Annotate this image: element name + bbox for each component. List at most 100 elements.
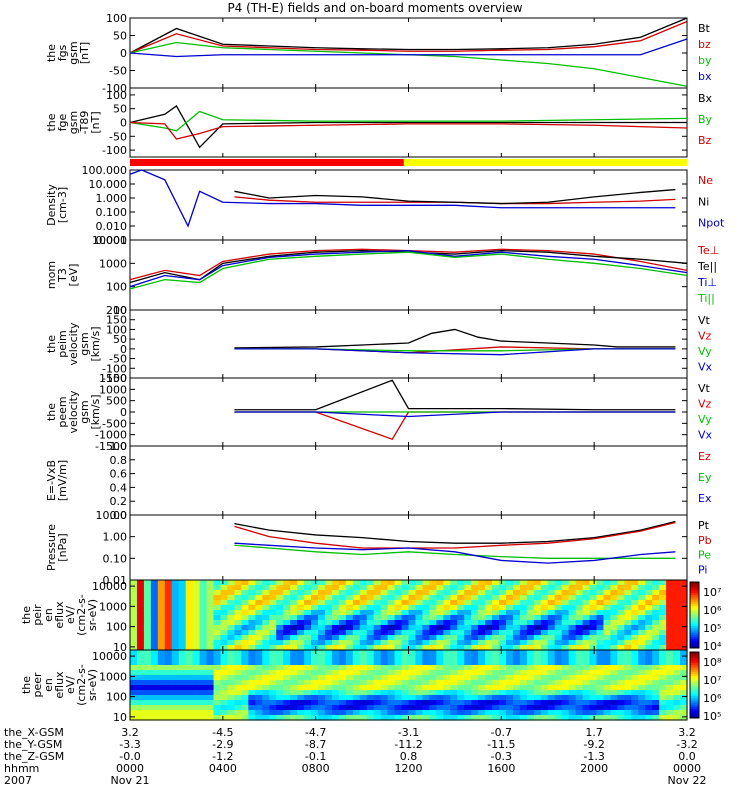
spectrogram-cell bbox=[526, 660, 535, 666]
spectrogram-cell bbox=[248, 600, 256, 606]
spectrogram-cell bbox=[624, 640, 632, 646]
spectrogram-cell bbox=[164, 625, 173, 631]
y-axis-label-line: eflux bbox=[53, 671, 66, 699]
spectrogram-cell bbox=[499, 710, 507, 716]
spectrogram-cell bbox=[422, 705, 430, 711]
spectrogram-cell bbox=[317, 595, 326, 601]
spectrogram-cell bbox=[248, 670, 256, 676]
spectrogram-cell bbox=[666, 605, 674, 611]
spectrogram-cell bbox=[248, 645, 256, 651]
spectrogram-cell bbox=[638, 595, 646, 601]
spectrogram-cell bbox=[255, 625, 263, 631]
spectrogram-cell bbox=[331, 640, 340, 646]
spectrogram-cell bbox=[617, 585, 625, 591]
colorbar-cell bbox=[690, 582, 699, 585]
spectrogram-cell bbox=[380, 580, 389, 586]
y-tick-label: 0 bbox=[120, 406, 127, 419]
spectrogram-cell bbox=[157, 580, 166, 586]
spectrogram-cell bbox=[373, 665, 382, 671]
spectrogram-cell bbox=[589, 655, 598, 661]
spectrogram-cell bbox=[589, 630, 598, 636]
spectrogram-cell bbox=[164, 635, 173, 641]
spectrogram-cell bbox=[429, 680, 437, 686]
spectrogram-cell bbox=[248, 695, 256, 701]
spectrogram-cell bbox=[526, 675, 535, 681]
spectrogram-cell bbox=[666, 700, 674, 706]
spectrogram-cell bbox=[311, 640, 319, 646]
spectrogram-cell bbox=[408, 665, 417, 671]
x-axis-value: -3.2 bbox=[676, 738, 697, 751]
legend-entry: Bz bbox=[698, 134, 712, 147]
spectrogram-cell bbox=[297, 625, 305, 631]
colorbar-cell bbox=[690, 617, 699, 620]
spectrogram-cell bbox=[206, 595, 215, 601]
spectrogram-cell bbox=[645, 655, 653, 661]
spectrogram-cell bbox=[157, 645, 166, 651]
spectrogram-cell bbox=[526, 715, 535, 721]
spectrogram-cell bbox=[596, 700, 605, 706]
colorbar-cell bbox=[690, 656, 699, 660]
spectrogram-cell bbox=[157, 610, 166, 616]
spectrogram-cell bbox=[415, 690, 424, 696]
spectrogram-cell bbox=[338, 645, 347, 651]
spectrogram-cell bbox=[624, 690, 632, 696]
spectrogram-cell bbox=[136, 610, 145, 616]
spectrogram-cell bbox=[324, 690, 333, 696]
spectrogram-cell bbox=[624, 715, 632, 721]
spectrogram-cell bbox=[568, 630, 577, 636]
spectrogram-cell bbox=[352, 690, 361, 696]
legend-entry: Te⊥ bbox=[697, 244, 719, 257]
spectrogram-cell bbox=[512, 680, 521, 686]
colorbar-cell bbox=[690, 707, 699, 710]
spectrogram-cell bbox=[603, 700, 612, 706]
spectrogram-cell bbox=[366, 635, 375, 641]
spectrogram-cell bbox=[666, 615, 674, 621]
spectrogram-cell bbox=[645, 705, 653, 711]
spectrogram-cell bbox=[464, 585, 472, 591]
spectrogram-cell bbox=[345, 640, 354, 646]
spectrogram-cell bbox=[359, 695, 368, 701]
y-axis-label: E=-VxB[mV/m] bbox=[45, 460, 69, 501]
spectrogram-cell bbox=[150, 610, 159, 616]
spectrogram-cell bbox=[603, 660, 612, 666]
spectrogram-cell bbox=[401, 620, 410, 626]
spectrogram-cell bbox=[213, 670, 222, 676]
spectrogram-cell bbox=[185, 625, 194, 631]
spectrogram-cell bbox=[492, 680, 500, 686]
spectrogram-cell bbox=[617, 655, 625, 661]
spectrogram-cell bbox=[359, 650, 368, 656]
spectrogram-cell bbox=[206, 610, 215, 616]
spectrogram-cell bbox=[192, 695, 201, 701]
spectrogram-cell bbox=[359, 665, 368, 671]
panel-6: E=-VxB[mV/m] bbox=[45, 445, 688, 516]
spectrogram-cell bbox=[450, 585, 458, 591]
spectrogram-cell bbox=[317, 600, 326, 606]
spectrogram-cell bbox=[387, 670, 396, 676]
spectrogram-cell bbox=[331, 665, 340, 671]
spectrogram-cell bbox=[624, 600, 632, 606]
spectrogram-cell bbox=[443, 605, 451, 611]
spectrogram-cell bbox=[422, 630, 430, 636]
spectrogram-cell bbox=[213, 675, 222, 681]
y-tick-label: 200 bbox=[106, 304, 127, 317]
legend-entry: Ne bbox=[698, 174, 713, 187]
spectrogram-cell bbox=[478, 595, 486, 601]
spectrogram-cell bbox=[485, 620, 493, 626]
spectrogram-cell bbox=[150, 615, 159, 621]
y-axis-label-line: [nT] bbox=[78, 42, 91, 64]
spectrogram-cell bbox=[290, 705, 298, 711]
spectrogram-cell bbox=[666, 590, 674, 596]
spectrogram-cell bbox=[185, 680, 194, 686]
spectrogram-cell bbox=[150, 580, 159, 586]
spectrogram-cell bbox=[673, 585, 681, 591]
spectrogram-cell bbox=[666, 685, 674, 691]
spectrogram-cell bbox=[680, 715, 688, 721]
spectrogram-cell bbox=[366, 680, 375, 686]
spectrogram-cell bbox=[540, 710, 549, 716]
spectrogram-cell bbox=[624, 670, 632, 676]
y-tick-label: 10 bbox=[113, 304, 127, 317]
spectrogram-cell bbox=[394, 655, 403, 661]
spectrogram-cell bbox=[561, 680, 570, 686]
spectrogram-cell bbox=[631, 705, 639, 711]
spectrogram-cell bbox=[311, 645, 319, 651]
